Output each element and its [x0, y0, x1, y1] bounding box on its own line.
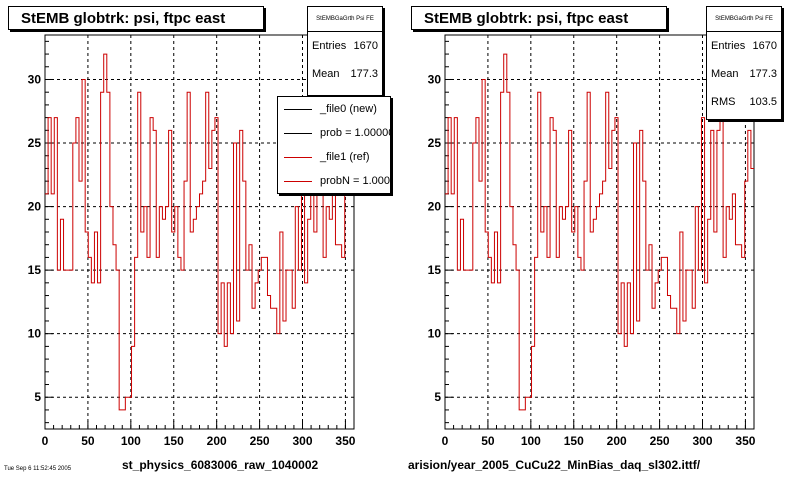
left-x-tick-label-200: 200: [207, 434, 227, 448]
left-stats-entries-label: Entries: [312, 40, 347, 52]
right-x-tick-label-100: 100: [521, 434, 541, 448]
right-x-axis-title: arision/year_2005_CuCu22_MinBias_daq_sl3…: [408, 458, 701, 472]
right-x-tick-label-150: 150: [564, 434, 584, 448]
legend-item-probn: probN = 1.000000: [278, 169, 390, 193]
right-stats-rms: RMS 103.5: [707, 88, 781, 116]
right-stats-header: StEMBGaGrth Psi FE: [707, 7, 781, 32]
right-y-tick-label-15: 15: [428, 263, 442, 277]
left-y-tick-label-25: 25: [28, 136, 42, 150]
legend-label-file1: _file1 (ref): [320, 151, 370, 163]
left-x-tick-label-0: 0: [42, 434, 49, 448]
left-x-tick-label-350: 350: [335, 434, 355, 448]
right-stats-mean-label: Mean: [711, 68, 739, 80]
right-stats-entries-value: 1670: [752, 40, 777, 52]
left-y-tick-label-5: 5: [34, 390, 41, 404]
left-y-tick-label-15: 15: [28, 263, 42, 277]
legend-item-file0: _file0 (new): [278, 97, 390, 121]
legend-swatch-file1: [284, 157, 312, 158]
left-x-tick-label-300: 300: [292, 434, 312, 448]
right-stats-box: StEMBGaGrth Psi FE Entries 1670 Mean 177…: [706, 6, 782, 120]
left-x-tick-label-50: 50: [81, 434, 95, 448]
right-x-tick-label-250: 250: [650, 434, 670, 448]
right-stats-entries: Entries 1670: [707, 32, 781, 60]
left-chart-title: StEMB globtrk: psi, ftpc east: [8, 6, 264, 30]
legend-item-prob: prob = 1.000000: [278, 121, 390, 145]
right-stats-rms-label: RMS: [711, 96, 736, 108]
left-x-tick-label-100: 100: [121, 434, 141, 448]
right-x-tick-label-350: 350: [735, 434, 755, 448]
legend-label-probn: probN = 1.000000: [320, 175, 391, 187]
right-y-tick-label-30: 30: [428, 72, 442, 86]
left-y-tick-label-30: 30: [28, 72, 42, 86]
left-stats-header: StEMBGaGrth Psi FE: [308, 7, 382, 32]
left-x-tick-label-150: 150: [164, 434, 184, 448]
left-stats-mean: Mean 177.3: [308, 60, 382, 88]
left-y-tick-label-20: 20: [28, 200, 42, 214]
right-x-tick-label-200: 200: [607, 434, 627, 448]
left-y-tick-label-10: 10: [28, 327, 42, 341]
legend-swatch-prob: [284, 133, 312, 134]
left-stats-mean-value: 177.3: [350, 68, 378, 80]
right-stats-mean-value: 177.3: [749, 68, 777, 80]
legend-swatch-file0: [284, 109, 312, 110]
legend-item-file1: _file1 (ref): [278, 145, 390, 169]
left-stats-entries: Entries 1670: [308, 32, 382, 60]
right-y-tick-label-5: 5: [434, 390, 441, 404]
right-plot: 0 50 100 150 200 250 300 350 5 10 15 20 25 30: [428, 34, 756, 448]
right-series-line-0: [445, 53, 754, 411]
left-stats-box: StEMBGaGrth Psi FE Entries 1670 Mean 177…: [307, 6, 383, 96]
right-x-tick-label-300: 300: [692, 434, 712, 448]
legend-swatch-probn: [284, 181, 312, 182]
left-legend: _file0 (new) prob = 1.000000 _file1 (ref…: [277, 96, 391, 194]
left-stats-entries-value: 1670: [353, 40, 378, 52]
left-x-tick-label-250: 250: [250, 434, 270, 448]
right-y-tick-label-20: 20: [428, 200, 442, 214]
right-x-tick-label-0: 0: [442, 434, 449, 448]
right-y-tick-label-25: 25: [428, 136, 442, 150]
right-stats-mean: Mean 177.3: [707, 60, 781, 88]
legend-label-file0: _file0 (new): [320, 103, 377, 115]
footer-timestamp: Tue Sep 6 11:52:45 2005: [4, 466, 72, 472]
right-stats-rms-value: 103.5: [749, 96, 777, 108]
right-y-tick-label-10: 10: [428, 327, 442, 341]
right-x-tick-label-50: 50: [481, 434, 495, 448]
right-chart-title: StEMB globtrk: psi, ftpc east: [411, 6, 667, 30]
right-stats-entries-label: Entries: [711, 40, 746, 52]
left-x-axis-title: st_physics_6083006_raw_1040002: [122, 458, 319, 472]
legend-label-prob: prob = 1.000000: [320, 127, 390, 139]
left-stats-mean-label: Mean: [312, 68, 340, 80]
